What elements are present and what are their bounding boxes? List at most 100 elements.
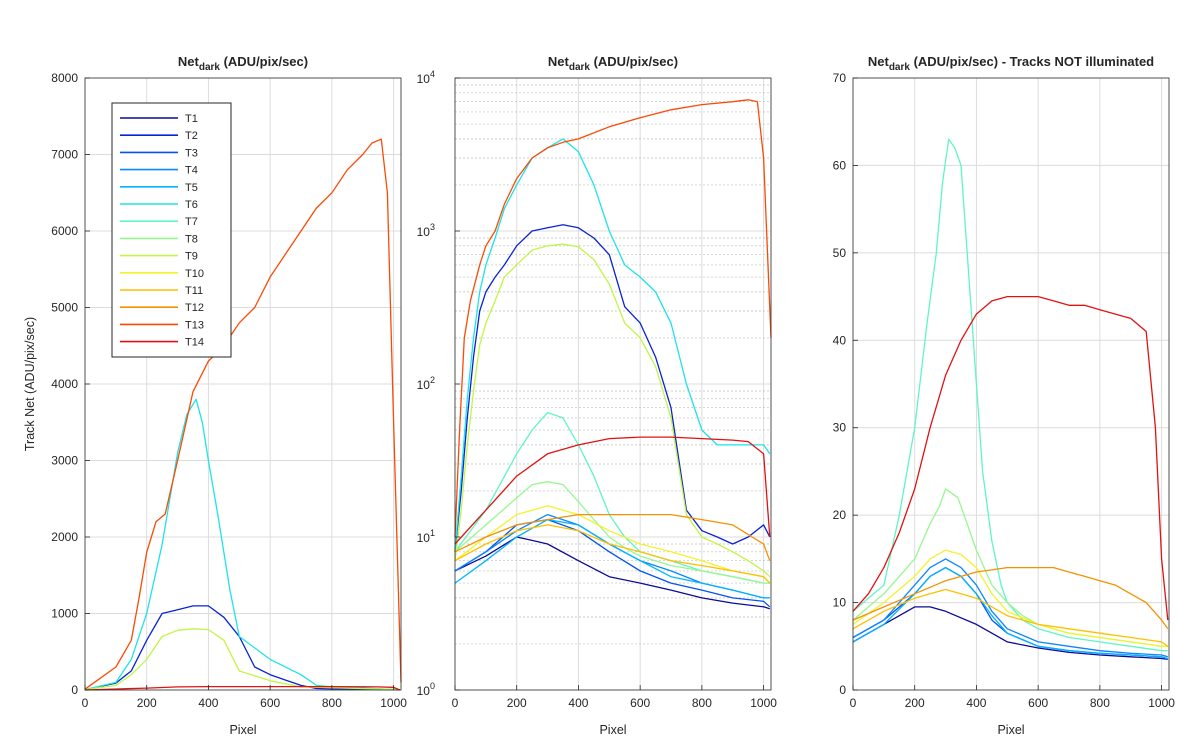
x-tick-label: 600 [630,696,650,710]
y-tick-label: 102 [417,375,435,392]
legend-label-t12: T12 [185,302,204,314]
series-line-t7-right [852,138,1168,652]
plot-area-right [853,78,1169,690]
legend: T1 T2 T3 T4 T5 T6 T7 T8 T9 T10 T11 T12 T13 T14 [111,102,232,358]
x-tick-label: 400 [966,696,986,710]
y-tick-label: 50 [833,246,847,260]
y-tick-label: 0 [71,683,78,697]
x-tick-label: 800 [322,696,342,710]
series-line-t12-right [852,566,1169,630]
y-tick-label: 10 [833,596,847,610]
series-line-t3-middle [454,518,771,608]
legend-label-t7: T7 [185,216,198,228]
y-tick-label: 30 [833,421,847,435]
series-line-t2-middle [454,224,771,552]
ticks-right: 0 200 400 600 800 1000 0 10 20 30 40 50 60 70 [833,71,1176,710]
series-line-t9-middle [454,243,771,578]
x-tick-label: 400 [198,696,218,710]
legend-label-t11: T11 [185,285,203,297]
y-tick-label: 100 [417,681,435,698]
series-line-t11-right [852,588,1169,647]
series-line-t13-left [84,138,402,690]
series-line-t1-right [852,606,1168,661]
y-tick-label: 5000 [51,301,78,315]
series-line-t4-right [852,558,1168,658]
x-tick-label: 600 [1028,696,1048,710]
x-tick-label: 1000 [1148,696,1175,710]
y-tick-label: 4000 [51,377,78,391]
chart-panel-middle: 0 200 400 600 800 1000 100 101 102 103 104 Netdark… [417,54,778,737]
y-tick-label: 70 [833,71,847,85]
y-tick-label: 8000 [51,71,78,85]
series-group-right [852,138,1169,661]
legend-label-t4: T4 [185,165,198,177]
x-axis-label-right: Pixel [997,723,1024,737]
axes-box-right [852,77,1170,691]
series-line-t5-right [852,566,1168,660]
x-tick-label: 1000 [750,696,777,710]
x-axis-label-left: Pixel [229,723,256,737]
ticks-left: 0 200 400 600 800 1000 0 1000 2000 3000 4000 5000 60… [51,71,407,710]
grid-left [85,78,401,690]
x-tick-label: 200 [905,696,925,710]
y-tick-label: 7000 [51,148,78,162]
chart-panel-right: 0 200 400 600 800 1000 0 10 20 30 40 50 60 70 Netdark… [833,54,1176,737]
series-group-middle [454,99,772,610]
legend-label-t9: T9 [185,251,198,263]
series-line-t14-middle [454,436,771,545]
legend-label-t10: T10 [185,268,204,280]
y-tick-label: 3000 [51,454,78,468]
y-tick-label: 104 [417,69,435,86]
x-tick-label: 200 [507,696,527,710]
legend-label-t3: T3 [185,147,198,159]
series-line-t5-middle [454,518,770,599]
y-tick-label: 0 [839,683,846,697]
chart-title-right: Netdark (ADU/pix/sec) - Tracks NOT illum… [868,54,1154,73]
series-line-t11-middle [454,524,771,584]
y-tick-label: 103 [417,222,435,239]
series-line-t6-left [84,398,400,691]
series-line-t12-middle [454,513,771,561]
legend-label-t6: T6 [185,199,198,211]
legend-label-t2: T2 [185,130,198,142]
series-line-t9-left [84,628,400,691]
y-tick-label: 101 [417,528,435,545]
x-tick-label: 0 [452,696,459,710]
legend-items: T1 T2 T3 T4 T5 T6 T7 T8 T9 T10 T11 T12 T13 T14 [120,113,204,349]
x-tick-label: 800 [692,696,712,710]
ticks-middle: 0 200 400 600 800 1000 100 101 102 103 104 [417,69,778,710]
y-tick-label: 1000 [51,607,78,621]
y-tick-label: 6000 [51,224,78,238]
y-axis-label-left: Track Net (ADU/pix/sec) [23,317,37,451]
x-tick-label: 0 [82,696,89,710]
series-line-t6-middle [454,138,771,552]
y-tick-label: 60 [833,158,847,172]
x-tick-label: 1000 [380,696,407,710]
legend-label-t14: T14 [185,337,204,349]
series-line-t14-right [852,295,1169,621]
x-tick-label: 400 [568,696,588,710]
legend-label-t5: T5 [185,182,198,194]
y-tick-label: 20 [833,508,847,522]
series-line-t8-middle [454,481,770,584]
grid-right [853,78,1169,690]
legend-label-t1: T1 [185,113,198,125]
chart-title-middle: Netdark (ADU/pix/sec) [548,54,678,73]
legend-label-t13: T13 [185,319,204,331]
x-axis-label-middle: Pixel [599,723,626,737]
x-tick-label: 600 [260,696,280,710]
y-tick-label: 40 [833,333,847,347]
series-group-left [84,138,402,691]
x-tick-label: 800 [1090,696,1110,710]
x-tick-label: 0 [850,696,857,710]
legend-box [111,102,232,358]
series-line-t14-left [84,685,401,691]
legend-label-t8: T8 [185,233,198,245]
chart-title-left: Netdark (ADU/pix/sec) [178,54,308,73]
series-line-t13-middle [454,99,772,538]
grid-middle [455,78,771,690]
x-tick-label: 200 [137,696,157,710]
series-line-t10-right [852,549,1168,647]
y-tick-label: 2000 [51,530,78,544]
